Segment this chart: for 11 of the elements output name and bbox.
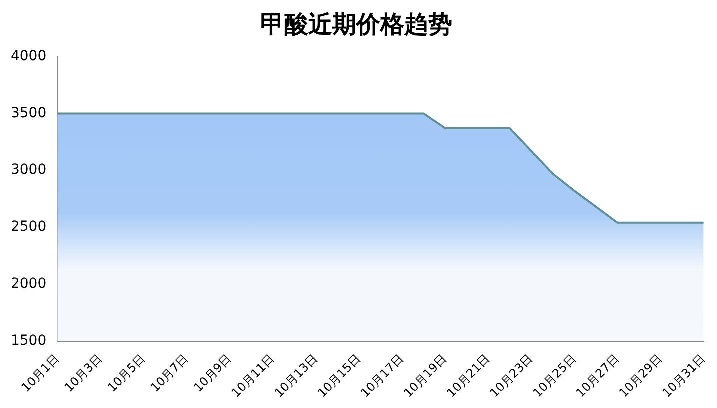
chart-title: 甲酸近期价格趋势 <box>260 10 452 39</box>
x-tick-label: 10月7日 <box>148 352 192 395</box>
y-tick-label: 3000 <box>10 162 47 178</box>
y-tick-label: 2500 <box>10 219 47 236</box>
x-tick-label: 10月5日 <box>105 352 148 395</box>
y-tick-label: 3500 <box>10 105 47 122</box>
y-tick-label: 4000 <box>10 48 47 64</box>
x-tick-label: 10月1日 <box>18 352 62 395</box>
y-tick-label: 2000 <box>10 276 47 292</box>
y-tick-label: 1500 <box>10 332 47 349</box>
x-tick-label: 10月3日 <box>62 352 106 395</box>
